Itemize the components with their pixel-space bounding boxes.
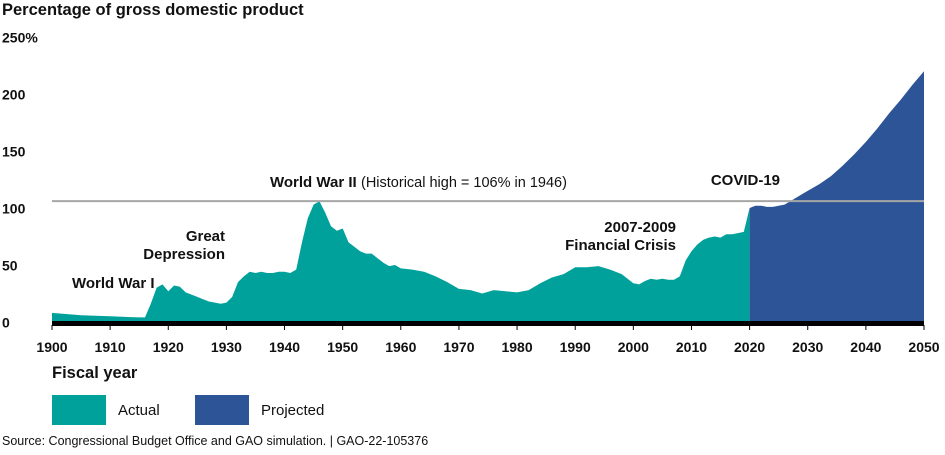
- legend-actual: Actual: [52, 394, 160, 426]
- x-tick-label: 1930: [211, 339, 242, 355]
- x-tick-label: 1970: [443, 339, 474, 355]
- annotation-financial-crisis: 2007-2009 Financial Crisis: [565, 219, 676, 254]
- legend-label-projected: Projected: [261, 401, 325, 419]
- x-tick-label: 2050: [908, 339, 939, 355]
- annotation-great-depression-line: Great: [186, 228, 225, 245]
- x-tick-label: 2030: [792, 339, 823, 355]
- y-tick-label: 100: [2, 201, 26, 217]
- area-series-group: [52, 71, 924, 322]
- legend-swatch-projected: [195, 395, 249, 425]
- x-tick-label: 2020: [734, 339, 765, 355]
- x-tick-label: 1950: [327, 339, 358, 355]
- area-series-actual: [52, 201, 750, 322]
- annotation-historical-high: (Historical high = 106% in 1946): [361, 175, 567, 191]
- annotation-covid-19: COVID-19: [711, 172, 780, 189]
- annotation-group: World War I Great Depression World War II (H…: [72, 172, 780, 292]
- source-note: Source: Congressional Budget Office and …: [2, 434, 429, 448]
- annotation-world-war-1: World War I: [72, 275, 155, 292]
- x-tick-label: 2010: [676, 339, 707, 355]
- x-tick-label: 1900: [36, 339, 67, 355]
- y-tick-label: 0: [2, 315, 10, 331]
- legend-projected: Projected: [195, 394, 324, 426]
- area-series-projected: [749, 71, 924, 322]
- x-tick-label: 1960: [385, 339, 416, 355]
- legend-swatch-actual: [52, 395, 106, 425]
- y-tick-label: 150: [2, 144, 26, 160]
- annotation-financial-crisis-line: Financial Crisis: [565, 237, 676, 254]
- annotation-great-depression: Great Depression: [143, 228, 225, 263]
- x-tick-label: 1920: [153, 339, 184, 355]
- y-axis-title: Percentage of gross domestic product: [2, 1, 304, 19]
- x-tick-label: 1990: [560, 339, 591, 355]
- legend-label-actual: Actual: [118, 401, 160, 419]
- annotation-world-war-2: World War II: [270, 174, 357, 191]
- annotation-great-depression-line: Depression: [143, 246, 225, 263]
- annotation-financial-crisis-line: 2007-2009: [604, 219, 676, 236]
- x-tick-label: 1980: [501, 339, 532, 355]
- x-axis-baseline: [52, 321, 924, 326]
- x-tick-label: 2000: [618, 339, 649, 355]
- y-tick-label: 250%: [2, 30, 38, 46]
- x-tick-label: 1940: [269, 339, 300, 355]
- x-tick-label: 1910: [95, 339, 126, 355]
- x-tick-label: 2040: [850, 339, 881, 355]
- axis-group: 250% 200 150 100 50 0 1900 1910 1920 1930 1940 1950…: [2, 30, 940, 356]
- y-tick-label: 50: [2, 258, 18, 274]
- x-axis-title: Fiscal year: [52, 364, 138, 382]
- y-tick-label: 200: [2, 87, 26, 103]
- chart-svg: Percentage of gross domestic product Fis…: [2, 1, 940, 382]
